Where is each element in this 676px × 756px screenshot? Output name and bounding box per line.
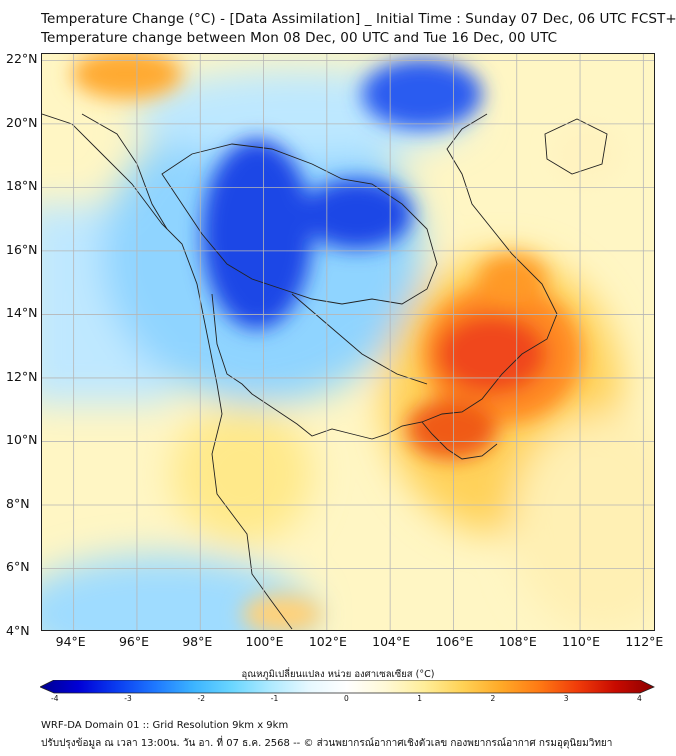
lat-tick-label: 20°N bbox=[6, 114, 38, 130]
colorbar-tick-label: -4 bbox=[51, 694, 59, 703]
footer-model-info: WRF-DA Domain 01 :: Grid Resolution 9km … bbox=[41, 720, 289, 731]
lat-tick-label: 8°N bbox=[6, 495, 30, 511]
lon-tick-label: 110°E bbox=[562, 634, 601, 649]
colorbar-tick-label: -2 bbox=[197, 694, 205, 703]
colorbar-tick-label: 0 bbox=[344, 694, 349, 703]
lat-tick-label: 16°N bbox=[6, 241, 38, 257]
lon-tick-label: 112°E bbox=[625, 634, 664, 649]
lon-tick-label: 106°E bbox=[435, 634, 474, 649]
temperature-change-map bbox=[42, 54, 654, 630]
map-subtitle: Temperature change between Mon 08 Dec, 0… bbox=[41, 30, 558, 46]
lat-tick-label: 4°N bbox=[6, 623, 30, 638]
lon-tick-label: 102°E bbox=[308, 634, 347, 649]
colorbar-title: อุณหภูมิเปลี่ยนแปลง หน่วย องศาเซลเซียส (… bbox=[241, 669, 435, 680]
field-anomaly-cores bbox=[72, 54, 622, 630]
lat-tick-label: 10°N bbox=[6, 432, 38, 448]
lon-tick-label: 98°E bbox=[182, 634, 213, 649]
lon-tick-label: 108°E bbox=[498, 634, 537, 649]
lon-tick-label: 96°E bbox=[118, 634, 149, 649]
map-panel[interactable] bbox=[41, 53, 655, 631]
colorbar-tick-label: 3 bbox=[563, 694, 569, 703]
colorbar-ramp bbox=[40, 680, 655, 694]
colorbar-tick-label: -1 bbox=[270, 694, 279, 703]
colorbar-tick-label: 2 bbox=[490, 694, 496, 703]
lon-tick-label: 104°E bbox=[372, 634, 411, 649]
lat-tick-label: 22°N bbox=[6, 51, 38, 67]
lat-tick-label: 18°N bbox=[6, 178, 38, 194]
map-title: Temperature Change (°C) - [Data Assimila… bbox=[41, 11, 676, 27]
graticule bbox=[42, 54, 654, 630]
colorbar-tick-label: 4 bbox=[637, 694, 642, 703]
lat-tick-label: 12°N bbox=[6, 368, 38, 384]
lat-tick-label: 14°N bbox=[6, 305, 38, 321]
colorbar-tick-label: 1 bbox=[417, 694, 423, 703]
coastlines-and-borders bbox=[42, 113, 608, 630]
lon-tick-label: 100°E bbox=[245, 634, 284, 649]
colorbar bbox=[40, 680, 655, 694]
footer-credit: ปรับปรุงข้อมูล ณ เวลา 13:00น. วัน อา. ที… bbox=[41, 738, 613, 749]
colorbar-tick-label: -3 bbox=[124, 694, 132, 703]
lon-tick-label: 94°E bbox=[55, 634, 86, 649]
lat-tick-label: 6°N bbox=[6, 559, 30, 575]
